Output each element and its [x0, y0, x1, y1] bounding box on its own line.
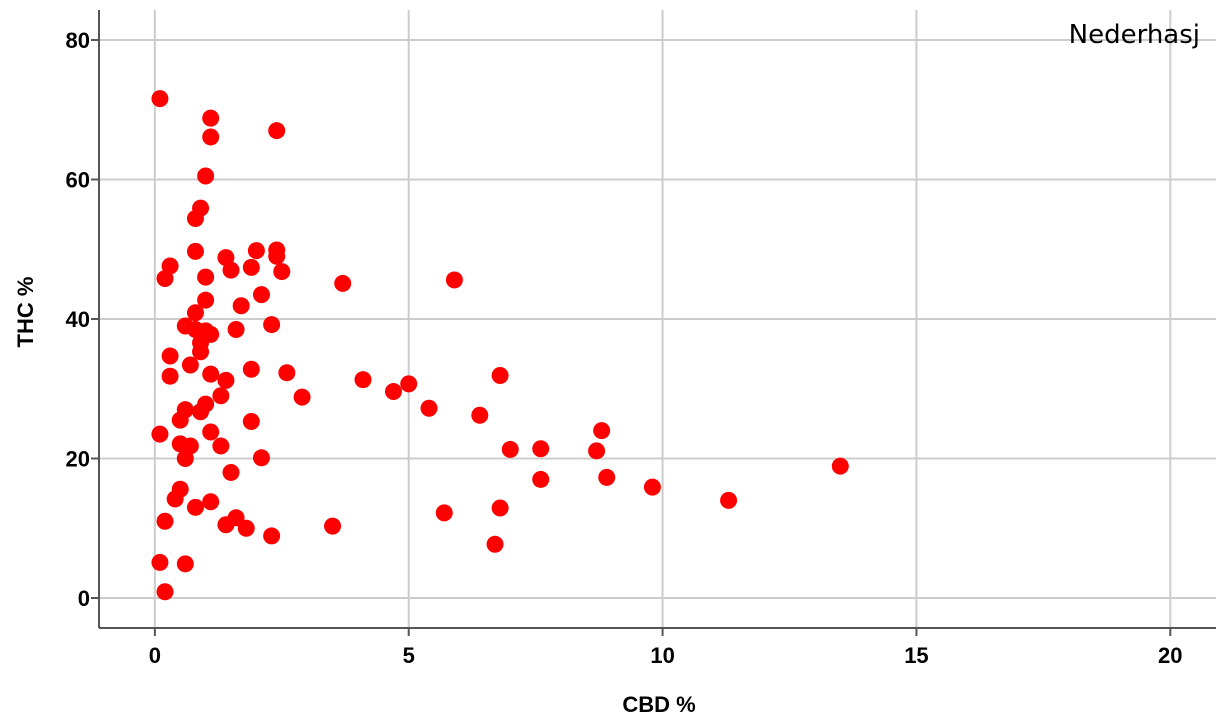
data-point — [491, 499, 509, 517]
data-point — [202, 109, 220, 127]
data-point — [156, 512, 174, 530]
data-point — [181, 356, 199, 374]
data-point — [151, 553, 169, 571]
x-tick-label: 10 — [650, 643, 674, 668]
data-point — [151, 425, 169, 443]
chart-annotation: Nederhasj — [1069, 20, 1200, 50]
y-tick-label: 40 — [66, 307, 90, 332]
data-point — [171, 480, 189, 498]
data-point — [237, 519, 255, 537]
data-point — [532, 440, 550, 458]
data-point — [471, 406, 489, 424]
data-point — [161, 347, 179, 365]
data-point — [197, 395, 215, 413]
data-point — [197, 268, 215, 286]
data-point — [186, 498, 204, 516]
data-point — [197, 291, 215, 309]
data-point — [232, 297, 250, 315]
data-point — [247, 242, 265, 260]
data-point — [227, 509, 245, 527]
data-point — [161, 367, 179, 385]
data-point — [593, 422, 611, 440]
gridlines — [99, 10, 1216, 628]
data-point — [176, 555, 194, 573]
data-point — [324, 517, 342, 535]
data-point — [435, 504, 453, 522]
data-point — [293, 388, 311, 406]
data-point — [501, 440, 519, 458]
data-point — [268, 247, 286, 265]
data-point — [384, 383, 402, 401]
x-tick-label: 0 — [149, 643, 161, 668]
data-point — [212, 437, 230, 455]
data-point — [643, 478, 661, 496]
data-point — [278, 364, 296, 382]
y-tick-label: 60 — [66, 167, 90, 192]
data-point — [227, 320, 245, 338]
data-point — [532, 470, 550, 488]
y-tick-label: 80 — [66, 28, 90, 53]
data-point — [242, 258, 260, 276]
data-point — [400, 375, 418, 393]
data-point — [197, 167, 215, 185]
y-axis-title: THC % — [13, 277, 38, 348]
data-point — [202, 493, 220, 511]
data-point — [176, 401, 194, 419]
data-point — [156, 583, 174, 601]
data-point — [720, 491, 738, 509]
data-point — [202, 128, 220, 146]
data-point — [186, 304, 204, 322]
data-point — [334, 274, 352, 292]
data-point — [151, 90, 169, 108]
data-point — [420, 399, 438, 417]
x-axis-ticks: 0 5 10 15 20 — [149, 628, 1183, 668]
data-points — [151, 90, 849, 601]
data-point — [212, 387, 230, 405]
data-point — [202, 325, 220, 343]
data-point — [598, 468, 616, 486]
x-tick-label: 20 — [1158, 643, 1182, 668]
x-tick-label: 15 — [904, 643, 928, 668]
data-point — [831, 457, 849, 475]
data-point — [252, 286, 270, 304]
data-point — [192, 199, 210, 217]
x-axis-title: CBD % — [622, 692, 695, 717]
data-point — [222, 261, 240, 279]
data-point — [202, 423, 220, 441]
data-point — [263, 527, 281, 545]
data-point — [161, 257, 179, 275]
data-point — [252, 449, 270, 467]
y-tick-label: 0 — [78, 586, 90, 611]
data-point — [491, 366, 509, 384]
data-point — [263, 316, 281, 334]
data-point — [354, 371, 372, 389]
data-point — [242, 360, 260, 378]
data-point — [445, 271, 463, 289]
data-point — [268, 122, 286, 140]
y-axis-ticks: 0 20 40 60 80 — [66, 28, 99, 611]
data-point — [222, 463, 240, 481]
data-point — [588, 442, 606, 460]
data-point — [202, 365, 220, 383]
y-tick-label: 20 — [66, 447, 90, 472]
data-point — [486, 535, 504, 553]
data-point — [242, 413, 260, 431]
data-point — [217, 371, 235, 389]
data-point — [273, 263, 291, 281]
x-tick-label: 5 — [403, 643, 415, 668]
data-point — [186, 242, 204, 260]
data-point — [181, 437, 199, 455]
